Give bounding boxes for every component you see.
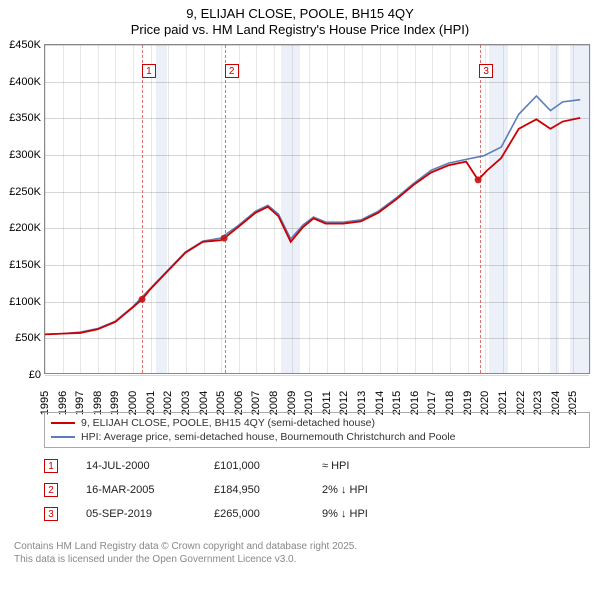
sale-dot [475, 176, 482, 183]
y-tick-label: £200K [1, 222, 41, 234]
event-marker-box: 2 [44, 483, 58, 497]
page-title-line2: Price paid vs. HM Land Registry's House … [0, 22, 600, 37]
footer-attribution: Contains HM Land Registry data © Crown c… [14, 540, 586, 566]
y-tick-label: £300K [1, 149, 41, 161]
event-marker-box: 3 [44, 507, 58, 521]
y-tick-label: £400K [1, 76, 41, 88]
series-line-hpi [45, 96, 580, 334]
events-table: 1 14-JUL-2000 £101,000 ≈ HPI 2 16-MAR-2005 £18… [44, 454, 590, 526]
legend-swatch-property [51, 422, 75, 424]
event-price: £101,000 [214, 460, 294, 472]
event-price: £265,000 [214, 508, 294, 520]
y-tick-label: £50K [1, 332, 41, 344]
y-tick-label: £450K [1, 39, 41, 51]
event-marker-box: 1 [44, 459, 58, 473]
event-note: ≈ HPI [322, 460, 349, 472]
event-row: 3 05-SEP-2019 £265,000 9% ↓ HPI [44, 502, 590, 526]
footer-line1: Contains HM Land Registry data © Crown c… [14, 540, 586, 553]
event-price: £184,950 [214, 484, 294, 496]
y-tick-label: £250K [1, 186, 41, 198]
y-tick-label: £100K [1, 296, 41, 308]
page-title-line1: 9, ELIJAH CLOSE, POOLE, BH15 4QY [0, 6, 600, 21]
sale-dot [139, 296, 146, 303]
event-row: 1 14-JUL-2000 £101,000 ≈ HPI [44, 454, 590, 478]
event-date: 14-JUL-2000 [86, 460, 186, 472]
event-note: 2% ↓ HPI [322, 484, 368, 496]
footer-line2: This data is licensed under the Open Gov… [14, 553, 586, 566]
legend-label-property: 9, ELIJAH CLOSE, POOLE, BH15 4QY (semi-d… [81, 417, 375, 429]
price-chart: £0£50K£100K£150K£200K£250K£300K£350K£400… [44, 44, 590, 374]
event-date: 16-MAR-2005 [86, 484, 186, 496]
chart-legend: 9, ELIJAH CLOSE, POOLE, BH15 4QY (semi-d… [44, 412, 590, 448]
event-row: 2 16-MAR-2005 £184,950 2% ↓ HPI [44, 478, 590, 502]
y-tick-label: £150K [1, 259, 41, 271]
sale-dot [221, 235, 228, 242]
event-note: 9% ↓ HPI [322, 508, 368, 520]
series-line-property [45, 118, 580, 334]
y-tick-label: £350K [1, 112, 41, 124]
legend-label-hpi: HPI: Average price, semi-detached house,… [81, 431, 456, 443]
y-tick-label: £0 [1, 369, 41, 381]
event-date: 05-SEP-2019 [86, 508, 186, 520]
legend-swatch-hpi [51, 436, 75, 438]
